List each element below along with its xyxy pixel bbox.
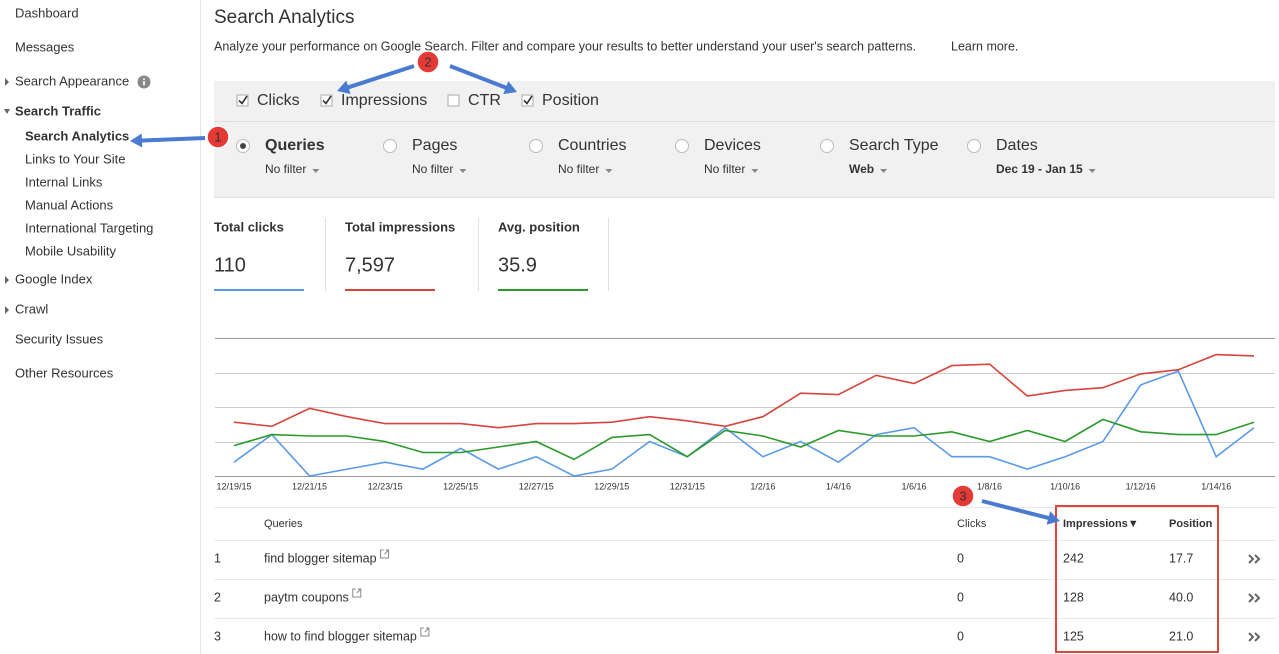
- filter-label[interactable]: Pages: [412, 137, 457, 154]
- column-header[interactable]: Queries: [264, 518, 303, 530]
- annotation-number: 1: [214, 129, 221, 144]
- description: Analyze your performance on Google Searc…: [214, 39, 916, 53]
- card-value: 110: [214, 254, 246, 276]
- annotation-number: 2: [424, 54, 431, 69]
- filter-value[interactable]: Dec 19 - Jan 15: [996, 162, 1083, 176]
- query-link[interactable]: paytm coupons: [264, 590, 349, 604]
- table-cell: 125: [1063, 629, 1084, 643]
- column-header[interactable]: Clicks: [957, 518, 987, 530]
- x-tick-label: 12/29/15: [594, 481, 629, 491]
- metric-label[interactable]: Position: [542, 92, 599, 109]
- checkbox[interactable]: [448, 95, 459, 106]
- learn-more-link[interactable]: Learn more.: [951, 39, 1018, 53]
- nav-item[interactable]: Dashboard: [15, 5, 79, 20]
- card-value: 35.9: [498, 254, 537, 276]
- nav-subitem[interactable]: International Targeting: [25, 220, 153, 235]
- x-tick-label: 12/25/15: [443, 481, 478, 491]
- filter-label[interactable]: Countries: [558, 137, 626, 154]
- page-title: Search Analytics: [214, 7, 354, 28]
- table-cell: 1: [214, 551, 221, 565]
- card-title: Avg. position: [498, 219, 580, 234]
- info-icon-dot: [143, 78, 145, 80]
- x-tick-label: 1/6/16: [901, 481, 926, 491]
- table-cell: 3: [214, 629, 221, 643]
- nav-subitem[interactable]: Internal Links: [25, 174, 103, 189]
- radio[interactable]: [821, 140, 834, 153]
- nav-item[interactable]: Search Appearance: [15, 73, 129, 88]
- x-tick-label: 1/14/16: [1201, 481, 1231, 491]
- nav-item[interactable]: Crawl: [15, 301, 48, 316]
- x-tick-label: 1/4/16: [826, 481, 851, 491]
- nav-item[interactable]: Google Index: [15, 271, 93, 286]
- filter-value[interactable]: No filter: [558, 162, 599, 176]
- table-cell: 17.7: [1169, 551, 1193, 565]
- filter-value[interactable]: No filter: [412, 162, 453, 176]
- filter-value[interactable]: Web: [849, 162, 874, 176]
- nav-subitem[interactable]: Mobile Usability: [25, 243, 117, 258]
- x-tick-label: 12/21/15: [292, 481, 327, 491]
- card-value: 7,597: [345, 254, 395, 276]
- x-tick-label: 1/8/16: [977, 481, 1002, 491]
- column-header[interactable]: Position: [1169, 518, 1213, 530]
- table-cell: 21.0: [1169, 629, 1193, 643]
- x-tick-label: 12/23/15: [368, 481, 403, 491]
- radio[interactable]: [968, 140, 981, 153]
- x-tick-label: 1/2/16: [750, 481, 775, 491]
- x-tick-label: 12/31/15: [670, 481, 705, 491]
- nav-item[interactable]: Messages: [15, 39, 75, 54]
- card-underline: [345, 289, 435, 291]
- nav-item[interactable]: Other Resources: [15, 365, 114, 380]
- table-cell: 0: [957, 590, 964, 604]
- card-underline: [498, 289, 588, 291]
- nav-subitem[interactable]: Manual Actions: [25, 197, 114, 212]
- table-cell: 2: [214, 590, 221, 604]
- x-tick-label: 12/27/15: [519, 481, 554, 491]
- query-link[interactable]: how to find blogger sitemap: [264, 629, 417, 643]
- filter-label[interactable]: Search Type: [849, 137, 939, 154]
- filter-value[interactable]: No filter: [704, 162, 745, 176]
- table-cell: 0: [957, 551, 964, 565]
- table-cell: 128: [1063, 590, 1084, 604]
- metric-label[interactable]: Clicks: [257, 92, 300, 109]
- x-tick-label: 1/12/16: [1126, 481, 1156, 491]
- radio[interactable]: [676, 140, 689, 153]
- nav-subitem[interactable]: Links to Your Site: [25, 151, 125, 166]
- table-cell: 40.0: [1169, 590, 1193, 604]
- radio-dot: [240, 143, 246, 149]
- radio[interactable]: [384, 140, 397, 153]
- filter-label[interactable]: Queries: [265, 137, 325, 154]
- radio[interactable]: [530, 140, 543, 153]
- nav-item[interactable]: Security Issues: [15, 331, 104, 346]
- card-underline: [214, 289, 304, 291]
- annotation-arrow: [140, 138, 205, 141]
- nav-subitem[interactable]: Search Analytics: [25, 128, 129, 143]
- filter-label[interactable]: Dates: [996, 137, 1038, 154]
- metric-label[interactable]: CTR: [468, 92, 501, 109]
- table-cell: 0: [957, 629, 964, 643]
- x-tick-label: 12/19/15: [216, 481, 251, 491]
- info-icon-mark: [143, 81, 145, 86]
- column-header[interactable]: Impressions▼: [1063, 518, 1139, 530]
- nav-item[interactable]: Search Traffic: [15, 103, 101, 118]
- table-cell: 242: [1063, 551, 1084, 565]
- card-title: Total clicks: [214, 219, 284, 234]
- query-link[interactable]: find blogger sitemap: [264, 551, 377, 565]
- card-title: Total impressions: [345, 219, 455, 234]
- filter-value[interactable]: No filter: [265, 162, 306, 176]
- filter-label[interactable]: Devices: [704, 137, 761, 154]
- x-tick-label: 1/10/16: [1050, 481, 1080, 491]
- metric-label[interactable]: Impressions: [341, 92, 427, 109]
- annotation-number: 3: [959, 488, 966, 503]
